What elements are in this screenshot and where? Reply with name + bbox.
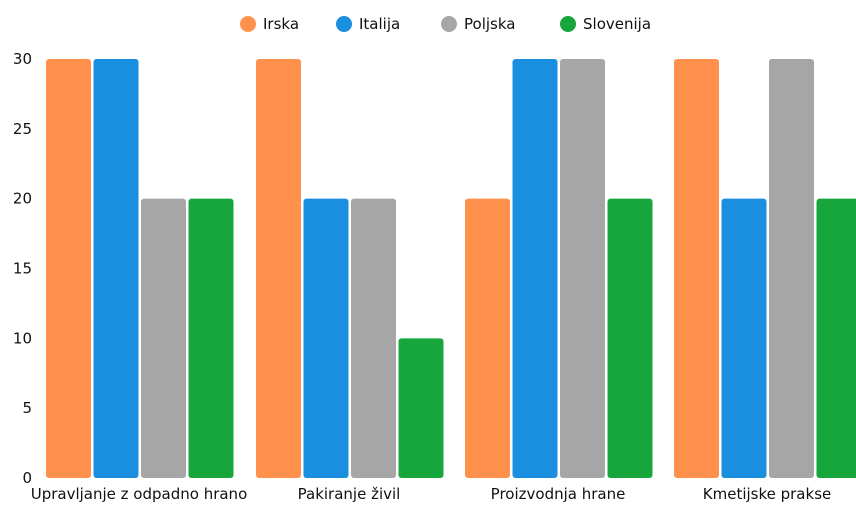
y-tick-label: 0	[22, 469, 32, 487]
x-axis: Upravljanje z odpadno hrano Pakiranje živ…	[31, 485, 831, 503]
legend-item[interactable]: Italija	[336, 15, 400, 33]
legend-swatch	[336, 16, 352, 32]
legend-label: Irska	[263, 15, 299, 33]
bar-slovenija-1[interactable]	[188, 198, 234, 478]
bar-poljska-3[interactable]	[560, 59, 605, 478]
y-tick-label: 20	[13, 190, 32, 208]
y-tick-label: 25	[13, 120, 32, 138]
bar-irska-2[interactable]	[256, 59, 301, 478]
bar-poljska-2[interactable]	[351, 198, 396, 478]
bar-italija-1[interactable]	[93, 59, 139, 478]
y-tick-label: 30	[13, 50, 32, 68]
legend-label: Italija	[359, 15, 400, 33]
bar-italija-3[interactable]	[512, 59, 558, 478]
legend-item[interactable]: Slovenija	[560, 15, 651, 33]
legend-swatch	[560, 16, 576, 32]
legend-item[interactable]: Irska	[240, 15, 299, 33]
bar-poljska-1[interactable]	[141, 198, 186, 478]
x-category-label: Pakiranje živil	[298, 485, 401, 503]
x-category-label: Upravljanje z odpadno hrano	[31, 485, 248, 503]
legend: Irska Italija Poljska Slovenija	[240, 15, 651, 33]
y-axis: 0 5 10 15 20 25 30	[13, 50, 32, 487]
y-tick-label: 15	[13, 260, 32, 278]
legend-label: Slovenija	[583, 15, 651, 33]
bar-italija-2[interactable]	[303, 198, 349, 478]
bars	[46, 59, 856, 478]
bar-slovenija-4[interactable]	[816, 198, 856, 478]
y-tick-label: 5	[22, 399, 32, 417]
legend-label: Poljska	[464, 15, 515, 33]
bar-irska-4[interactable]	[674, 59, 719, 478]
bar-irska-3[interactable]	[465, 198, 510, 478]
y-tick-label: 10	[13, 329, 32, 347]
x-category-label: Kmetijske prakse	[703, 485, 831, 503]
x-category-label: Proizvodnja hrane	[491, 485, 626, 503]
bar-italija-4[interactable]	[721, 198, 767, 478]
legend-swatch	[240, 16, 256, 32]
bar-poljska-4[interactable]	[769, 59, 814, 478]
legend-item[interactable]: Poljska	[441, 15, 515, 33]
bar-slovenija-2[interactable]	[398, 338, 444, 478]
legend-swatch	[441, 16, 457, 32]
bar-irska-1[interactable]	[46, 59, 91, 478]
bar-slovenija-3[interactable]	[607, 198, 653, 478]
